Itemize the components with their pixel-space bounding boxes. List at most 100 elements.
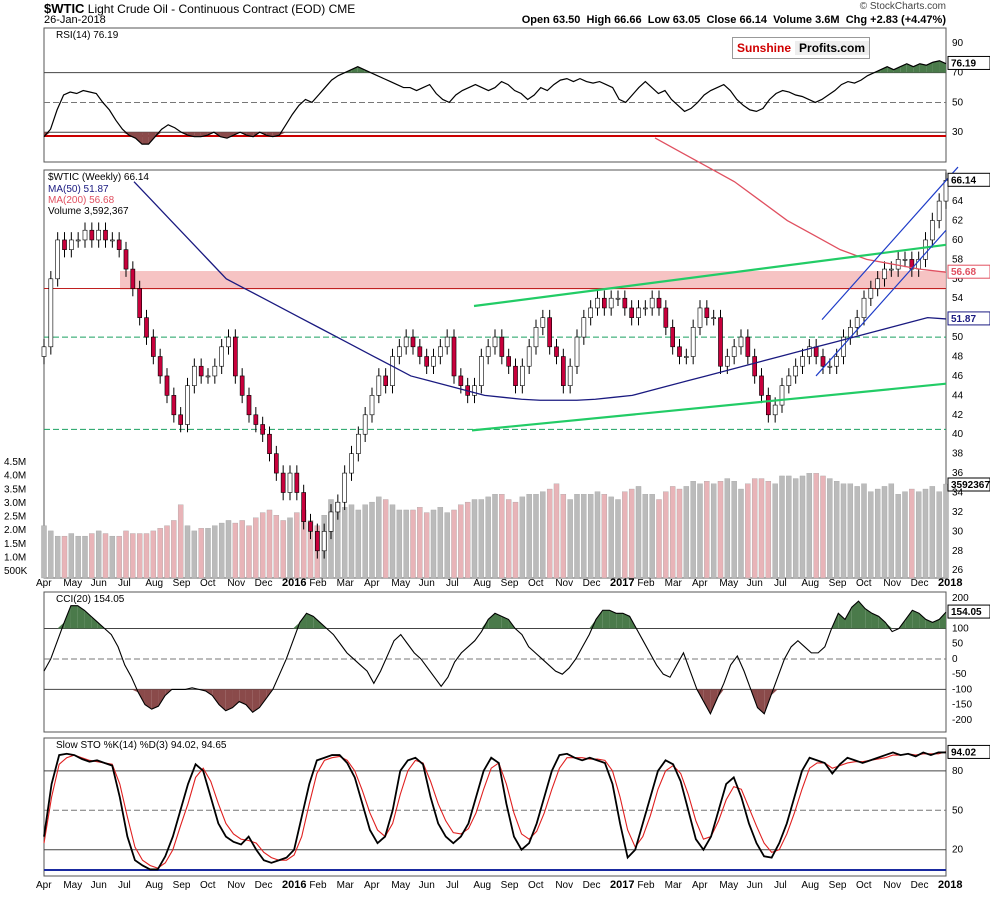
volume-tick-label: 4.5M [4, 457, 26, 468]
rsi-overbought-fill [900, 63, 907, 73]
volume-bar [697, 483, 703, 579]
candle-body [185, 385, 190, 425]
green-upper-trendline [473, 243, 947, 308]
volume-tick-label: 500K [4, 566, 28, 577]
candle-body [902, 259, 908, 261]
price-tick-label: 62 [952, 216, 964, 227]
x-axis-label: Aug [801, 578, 819, 589]
x-axis-label: Nov [883, 880, 901, 891]
candle-body [178, 414, 184, 425]
cci-low-fill [212, 689, 220, 705]
rsi-overbought-fill [939, 60, 946, 73]
rsi-oversold-fill [194, 132, 201, 137]
x-axis-label: Feb [309, 880, 327, 891]
change-value: +2.83 (+4.47%) [870, 14, 946, 26]
cci-panel [43, 591, 947, 733]
rsi-overbought-fill [893, 66, 901, 73]
candle-body [396, 346, 402, 357]
volume-bar [75, 535, 81, 579]
cci-high-fill [589, 619, 596, 629]
sto-tick-label: 50 [952, 805, 964, 816]
volume-bar [717, 481, 724, 579]
candle-body [226, 336, 231, 348]
volume-bar [560, 494, 567, 579]
candle-body [150, 336, 156, 357]
volume-bar [294, 512, 300, 579]
candle-body [868, 288, 874, 299]
candle-body [506, 356, 512, 367]
cci-high-fill [84, 610, 92, 629]
volume-bar [806, 473, 813, 579]
volume-bar [246, 525, 252, 579]
volume-bar [54, 535, 61, 579]
candle-body [239, 375, 245, 396]
candle-body [55, 239, 61, 280]
volume-bar [232, 522, 239, 579]
volume-bar [355, 509, 362, 579]
x-axis-label: Apr [364, 880, 380, 891]
volume-bar [553, 483, 560, 579]
price-tick-label: 32 [952, 507, 964, 518]
volume-bar [792, 478, 799, 579]
candle-body [424, 356, 430, 367]
x-axis-label: Nov [227, 880, 245, 891]
chart-title: $WTIC Light Crude Oil - Continuous Contr… [44, 1, 355, 16]
volume-bar [827, 478, 833, 579]
volume-bar [868, 491, 874, 579]
cci-high-fill [602, 610, 610, 629]
volume-bar [881, 486, 888, 579]
candle-body [403, 336, 409, 348]
candle-body [198, 365, 204, 377]
volume-bar [417, 507, 423, 579]
price-last-label: 66.14 [951, 175, 976, 186]
volume-bar [676, 488, 683, 579]
high-value: 66.66 [614, 14, 642, 26]
cci-high-fill [306, 613, 314, 629]
volume-legend: Volume 3,592,367 [48, 206, 129, 217]
cci-high-fill [878, 616, 886, 629]
candle-body [663, 307, 669, 328]
x-axis-label: Jul [118, 880, 131, 891]
candle-body [936, 200, 942, 221]
candle-body [308, 521, 313, 532]
candle-body [410, 336, 416, 348]
volume-last-label: 3592367 [951, 480, 990, 491]
x-axis-label: Jun [747, 578, 763, 589]
volume-bar [191, 530, 198, 579]
volume-bar [389, 504, 396, 579]
sto-tick-label: 20 [952, 845, 964, 856]
price-tick-label: 30 [952, 526, 964, 537]
x-axis-label: Apr [692, 578, 708, 589]
volume-bar [594, 491, 601, 579]
candle-body [321, 531, 327, 552]
cci-tick-label: 100 [952, 624, 969, 635]
cci-low-fill [158, 689, 166, 707]
cci-high-fill [64, 605, 71, 629]
price-tick-label: 54 [952, 293, 964, 304]
candle-body [711, 317, 717, 319]
volume-bar [758, 478, 765, 579]
x-axis-label: Jul [446, 880, 459, 891]
cci-high-fill [865, 608, 872, 629]
candle-body [547, 317, 553, 348]
chart-date: 26-Jan-2018 [44, 14, 106, 26]
x-axis-label: Dec [911, 880, 929, 891]
volume-bar [403, 509, 409, 579]
ma200-line [654, 137, 947, 273]
candle-body [280, 472, 286, 493]
candle-body [130, 268, 136, 289]
volume-bar [61, 535, 68, 579]
rsi-overbought-fill [913, 63, 920, 73]
ma50-legend: MA(50) 51.87 [48, 184, 109, 195]
resistance-zone [120, 271, 946, 290]
x-axis-label: Oct [200, 880, 216, 891]
candle-body [41, 346, 47, 357]
volume-bar [41, 525, 47, 579]
candle-body [144, 317, 149, 338]
volume-bar [649, 494, 655, 579]
candle-body [718, 317, 723, 367]
x-axis-label: Apr [36, 880, 52, 891]
rsi-oversold-fill [128, 132, 136, 139]
open-value: 63.50 [552, 14, 581, 26]
sunshine-profits-logo[interactable]: Sunshine Profits.com [732, 37, 871, 59]
